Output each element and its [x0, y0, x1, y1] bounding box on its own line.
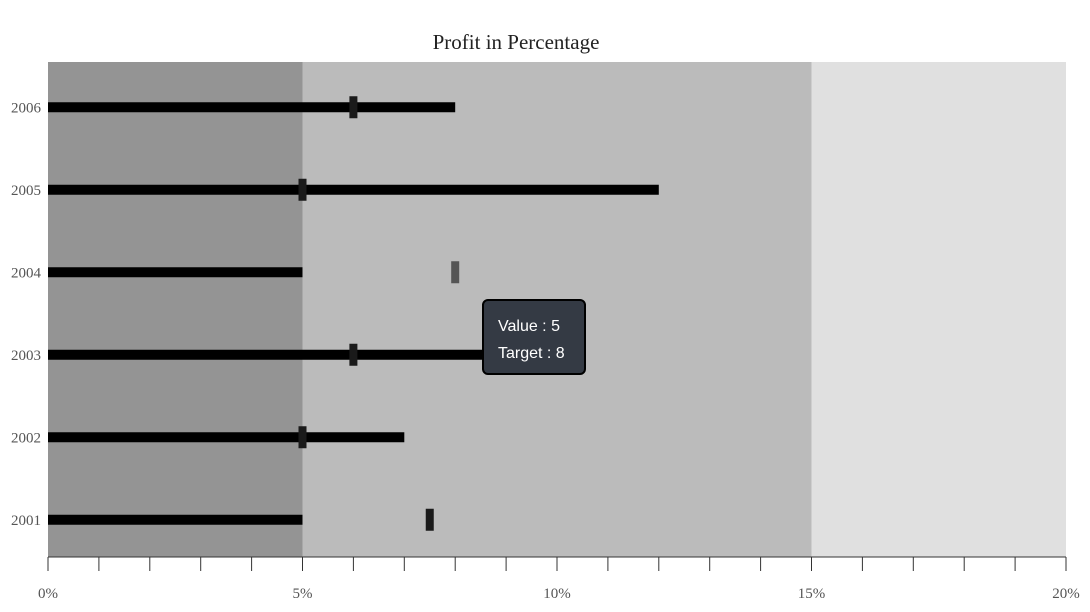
target-marker-2006 [349, 96, 358, 119]
target-marker-2001 [425, 508, 434, 531]
value-bar-2002 [48, 432, 405, 443]
tooltip-target: Target : 8 [498, 345, 565, 362]
x-tick-label: 5% [293, 586, 313, 602]
y-axis: 2001 2002 2003 2004 2005 2006 [11, 100, 42, 529]
y-tick-label-2003: 2003 [11, 348, 41, 364]
x-axis: 0% 5% 10% 15% 20% [38, 556, 1080, 602]
target-marker-2002 [298, 426, 307, 449]
x-tick-label: 20% [1052, 586, 1080, 602]
target-markers [298, 96, 460, 531]
y-tick-label-2001: 2001 [11, 513, 41, 529]
target-marker-2003 [349, 343, 358, 366]
value-bar-2004 [48, 267, 303, 278]
value-bars [48, 102, 659, 525]
y-tick-label-2004: 2004 [11, 265, 42, 281]
value-bar-2001 [48, 514, 303, 525]
y-tick-label-2002: 2002 [11, 430, 41, 446]
y-tick-label-2006: 2006 [11, 100, 42, 116]
value-bar-2005 [48, 184, 659, 195]
x-tick-label: 15% [798, 586, 826, 602]
range-band-3 [811, 62, 1066, 557]
x-tick-label: 10% [543, 586, 571, 602]
chart-title: Profit in Percentage [433, 30, 600, 54]
tooltip-value: Value : 5 [498, 318, 560, 335]
target-marker-2004 [451, 261, 460, 284]
performance-bands [48, 62, 1066, 557]
value-bar-2006 [48, 102, 456, 113]
target-marker-2005 [298, 178, 307, 201]
x-tick-label: 0% [38, 586, 58, 602]
range-band-1 [48, 62, 303, 557]
y-tick-label-2005: 2005 [11, 183, 41, 199]
value-bar-2003 [48, 349, 557, 360]
chart-tooltip: Value : 5 Target : 8 [482, 299, 586, 375]
